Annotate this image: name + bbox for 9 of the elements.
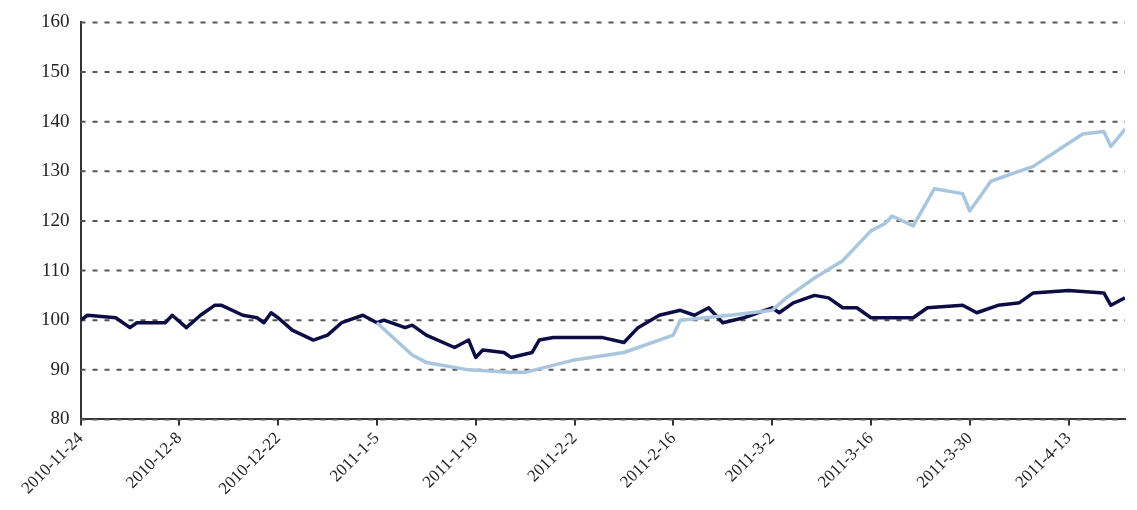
y-tick-label: 140 <box>41 109 70 131</box>
y-tick-label: 150 <box>41 60 70 82</box>
y-tick-label: 120 <box>41 208 70 230</box>
y-tick-label: 130 <box>41 159 70 181</box>
y-tick-label: 100 <box>41 308 70 330</box>
y-tick-label: 110 <box>41 258 70 280</box>
y-tick-label: 80 <box>50 407 70 429</box>
y-tick-label: 90 <box>50 357 70 379</box>
y-tick-label: 160 <box>41 10 70 32</box>
